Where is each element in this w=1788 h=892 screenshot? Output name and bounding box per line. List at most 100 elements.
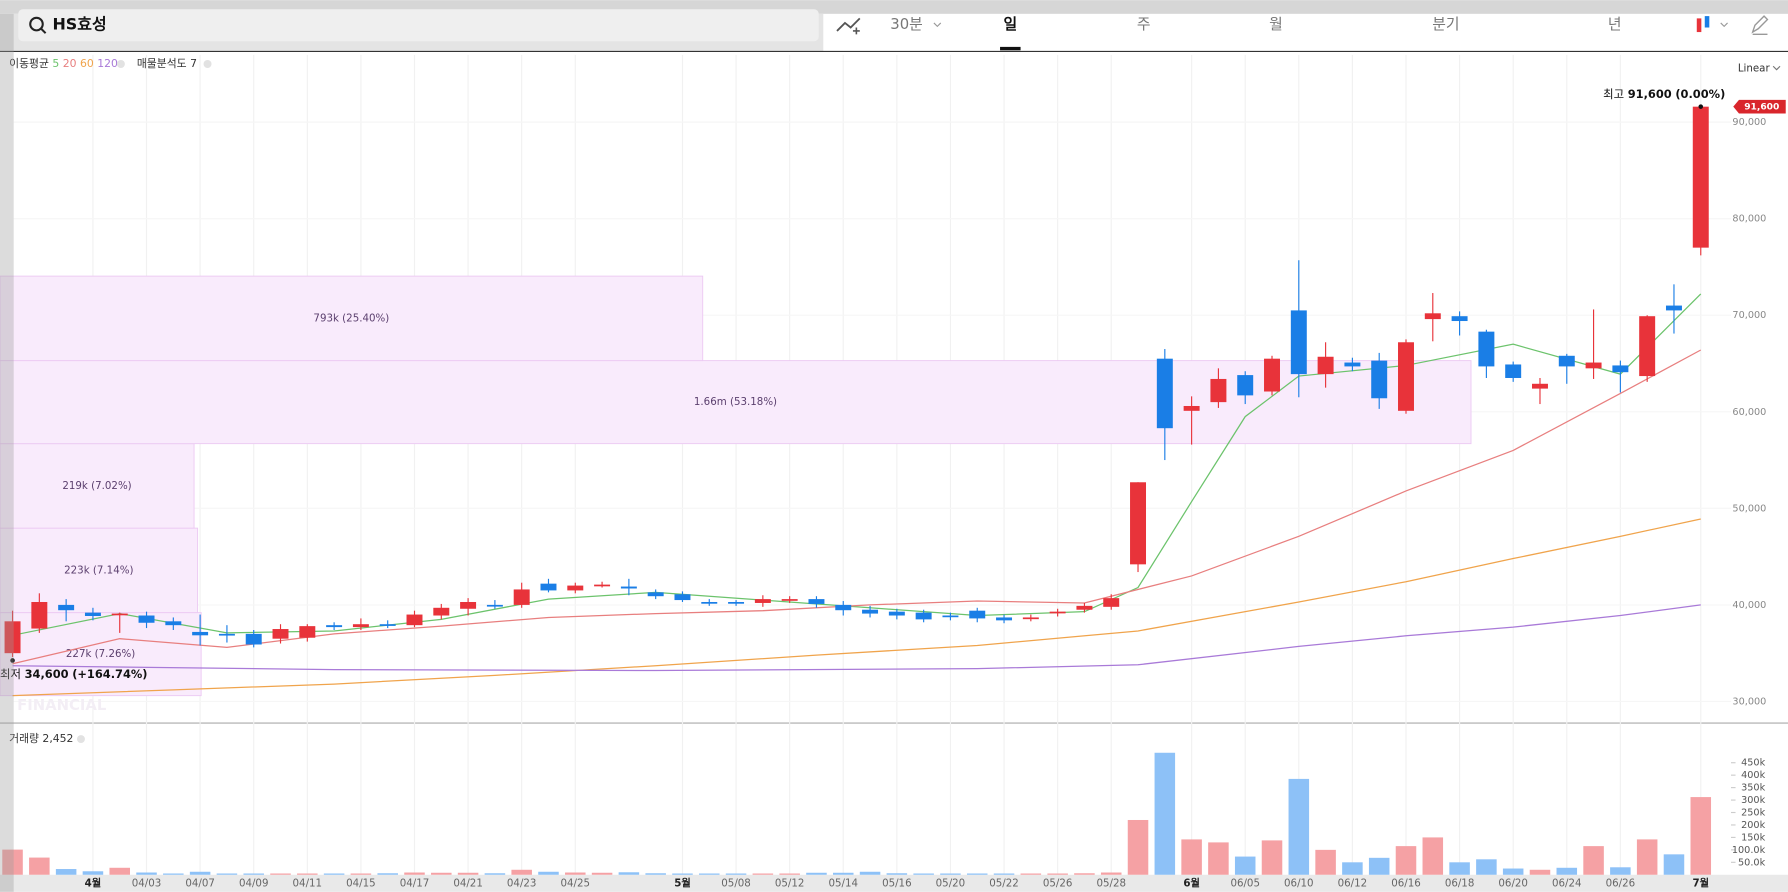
volume-bar <box>1047 873 1068 875</box>
candle-body <box>701 601 718 604</box>
candle-body <box>808 599 825 604</box>
profile-label: 223k (7.14%) <box>64 564 133 576</box>
candle-body <box>1237 375 1254 396</box>
volume-bar <box>1529 869 1551 875</box>
candle-body <box>1290 310 1307 375</box>
candle-body <box>835 604 852 611</box>
candle-body <box>31 601 48 629</box>
watermark: FINANCIAL <box>17 697 107 714</box>
candle-body <box>406 614 423 626</box>
volume-bar <box>1261 840 1283 875</box>
period-tab[interactable]: 월 <box>1269 16 1283 33</box>
candle-body <box>165 621 182 626</box>
volume-bar <box>672 873 693 875</box>
legend-close[interactable] <box>76 735 85 744</box>
x-tick-label: 06/05 <box>1230 877 1260 889</box>
extreme-dot <box>10 658 15 663</box>
volume-bar <box>270 873 291 875</box>
search-text[interactable]: HS효성 <box>52 15 106 34</box>
profile-label: 793k (25.40%) <box>313 312 389 324</box>
volume-bar <box>832 872 854 875</box>
volume-bar <box>297 873 318 875</box>
extreme-annotation: 최저 34,600 (+164.74%) <box>0 667 148 681</box>
volume-bar <box>1208 842 1229 875</box>
annotation-label: 최고 <box>1603 87 1624 101</box>
legend-entry: 120 <box>97 57 118 70</box>
volume-bar <box>779 873 800 875</box>
volume-bar <box>1288 778 1310 875</box>
candle-body <box>1022 617 1039 620</box>
left-overlay <box>0 13 14 892</box>
legend-close[interactable] <box>116 60 125 68</box>
candle-body <box>781 599 798 601</box>
candle-body <box>1103 598 1120 607</box>
volume-bar <box>1636 839 1658 875</box>
ui: 30분 일 주 월 분기 년 4월 04/03 04/07 04/09 04/11 04/15 04/1… <box>0 16 1786 889</box>
volume-bar <box>1690 797 1712 875</box>
volume-bar <box>109 867 130 875</box>
volume-bar <box>323 873 345 875</box>
x-axis-strip <box>0 874 1788 892</box>
x-tick-label: 05/28 <box>1096 877 1126 889</box>
candle-body <box>1264 358 1280 392</box>
candle-body <box>1692 106 1709 248</box>
candle-body <box>1183 405 1200 411</box>
period-tab[interactable]: 년 <box>1608 16 1622 33</box>
period-tab[interactable]: 분기 <box>1432 16 1459 33</box>
legend-entry: 5 <box>52 57 59 70</box>
candle-body <box>1505 364 1522 378</box>
candle-body <box>486 604 503 607</box>
y-tick-label: 40,000 <box>1732 600 1766 611</box>
candle-body <box>1639 316 1656 377</box>
x-tick-label: 04/25 <box>561 877 591 889</box>
volume-bar <box>243 873 264 875</box>
volume-bar <box>645 873 666 875</box>
candle-body <box>326 625 343 628</box>
search-icon <box>40 27 47 34</box>
volume-bar <box>913 873 934 875</box>
volume-bar <box>859 871 881 875</box>
x-tick-label: 06/16 <box>1391 877 1421 889</box>
y-tick-label: 200k <box>1741 820 1765 831</box>
candle-body <box>84 612 101 616</box>
legend-close[interactable] <box>203 60 212 68</box>
candle-body <box>969 610 986 619</box>
volume-bar <box>82 871 104 875</box>
period-tab[interactable]: 30분 <box>890 16 922 33</box>
draw-icon[interactable] <box>1751 15 1769 36</box>
candle-body <box>594 584 611 587</box>
candle-body <box>513 589 530 605</box>
moving-average-line <box>12 349 1702 665</box>
volume-bar <box>1395 846 1417 875</box>
volume-bar <box>1502 868 1524 875</box>
candle-body <box>1344 362 1361 367</box>
plot <box>2 104 1712 875</box>
y-tick-label: 250k <box>1741 808 1765 819</box>
period-tab[interactable]: 주 <box>1137 16 1151 33</box>
active-tab-underline <box>1000 46 1021 51</box>
scale-mode[interactable]: Linear <box>1738 63 1771 75</box>
volume-bar <box>1610 867 1631 875</box>
volume-bar <box>1154 752 1176 875</box>
x-tick-label: 04/11 <box>293 877 323 889</box>
period-tab[interactable]: 일 <box>1003 16 1017 33</box>
volume-bar <box>725 873 747 875</box>
volume-bar <box>699 873 720 875</box>
volume-bar <box>377 873 398 875</box>
volume-bar <box>511 869 532 875</box>
volume-bar <box>189 871 211 875</box>
y-tick-label: 90,000 <box>1732 117 1766 128</box>
volume-bar <box>1074 873 1095 875</box>
candle-body <box>1451 316 1468 322</box>
indicator-icon[interactable] <box>836 17 861 32</box>
search-box[interactable] <box>18 9 819 42</box>
candle-body <box>540 583 557 591</box>
volume-bar <box>591 872 613 875</box>
chart-type-icon[interactable] <box>1696 16 1728 33</box>
volume-bar <box>457 872 479 875</box>
volume-bar <box>752 873 774 875</box>
profile-bar <box>0 527 199 614</box>
candle-body <box>111 613 128 616</box>
candle-body <box>379 624 396 626</box>
